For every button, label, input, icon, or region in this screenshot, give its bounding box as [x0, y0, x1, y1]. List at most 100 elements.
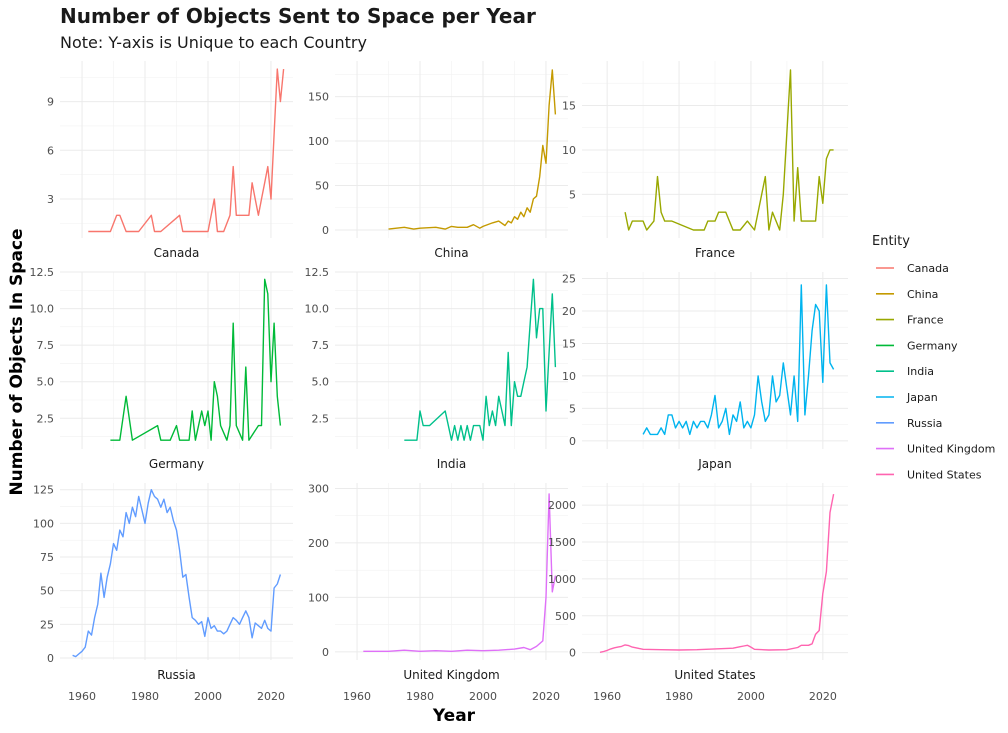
- chart-title: Number of Objects Sent to Space per Year: [60, 4, 536, 28]
- y-tick-label: 300: [308, 482, 329, 495]
- x-tick-label: 1960: [343, 690, 371, 703]
- y-tick-label: 200: [308, 537, 329, 550]
- legend-item-japan: Japan: [876, 391, 938, 404]
- y-tick-label: 0: [569, 647, 576, 660]
- x-tick-label: 1960: [68, 690, 96, 703]
- facet-label-russia: Russia: [157, 668, 196, 682]
- chart-subtitle: Note: Y-axis is Unique to each Country: [60, 33, 367, 52]
- legend-label-united-kingdom: United Kingdom: [907, 443, 995, 456]
- x-tick-label: 1980: [406, 690, 434, 703]
- legend-label-japan: Japan: [906, 391, 938, 404]
- x-axis-label: Year: [432, 706, 476, 726]
- facet-label-china: China: [434, 246, 468, 260]
- y-tick-label: 75: [40, 551, 54, 564]
- y-tick-label: 25: [562, 272, 576, 285]
- y-tick-label: 5: [569, 402, 576, 415]
- y-tick-label: 100: [33, 517, 54, 530]
- legend-label-russia: Russia: [907, 417, 942, 430]
- legend-item-united-states: United States: [876, 468, 982, 481]
- y-tick-label: 2000: [548, 499, 576, 512]
- panel-china: 0 50 100 150 China: [308, 61, 568, 260]
- y-tick-label: 50: [40, 585, 54, 598]
- x-tick-label: 2000: [469, 690, 497, 703]
- panel-germany: 2.5 5.0 7.5 10.0 12.5 Germany: [30, 266, 293, 471]
- facet-label-united-kingdom: United Kingdom: [403, 668, 499, 682]
- x-tick-label: 1960: [593, 690, 621, 703]
- panel-canada: 3 6 9 Canada: [47, 61, 293, 260]
- legend-label-france: France: [907, 314, 944, 327]
- series-line-india: [404, 278, 557, 441]
- y-tick-label: 125: [33, 484, 54, 497]
- legend-label-india: India: [907, 365, 934, 378]
- panel-india: 2.5 5.0 7.5 10.0 12.5 India: [305, 266, 568, 471]
- y-tick-label: 150: [308, 91, 329, 104]
- y-tick-label: 12.5: [30, 266, 55, 279]
- panel-france: 5 10 15 France: [562, 61, 848, 260]
- legend-item-united-kingdom: United Kingdom: [876, 443, 995, 456]
- y-axis-label: Number of Objects In Space: [7, 228, 27, 495]
- y-tick-label: 12.5: [305, 266, 330, 279]
- y-tick-label: 0: [47, 652, 54, 665]
- panel-russia: 0 25 50 75 100 125 Russia 1960 1980 2000 2020: [33, 483, 293, 703]
- facet-label-canada: Canada: [154, 246, 200, 260]
- legend-item-canada: Canada: [876, 262, 949, 275]
- series-line-russia: [72, 489, 282, 658]
- y-tick-label: 6: [47, 144, 54, 157]
- y-tick-label: 20: [562, 305, 576, 318]
- legend-item-russia: Russia: [876, 417, 942, 430]
- series-line-japan: [642, 284, 835, 436]
- panel-japan: 0 5 10 15 20 25 Japan: [562, 272, 848, 471]
- legend-title: Entity: [872, 234, 910, 249]
- y-tick-label: 5.0: [37, 376, 55, 389]
- x-tick-label: 2000: [737, 690, 765, 703]
- legend-item-india: India: [876, 365, 934, 378]
- facet-label-united-states: United States: [674, 668, 755, 682]
- y-tick-label: 0: [569, 435, 576, 448]
- legend-label-united-states: United States: [907, 468, 982, 481]
- series-line-canada: [88, 68, 285, 233]
- panel-united-states: 0 500 1000 1500 2000 United States 1960 1980 200…: [548, 483, 848, 703]
- y-tick-label: 1000: [548, 573, 576, 586]
- y-tick-label: 2.5: [37, 412, 55, 425]
- series-line-united-kingdom: [363, 493, 557, 652]
- x-tick-label: 2000: [194, 690, 222, 703]
- y-tick-label: 100: [308, 591, 329, 604]
- facet-panels: 369Canada050100150China51015France2.55.0…: [30, 61, 848, 703]
- series-line-germany: [110, 278, 282, 441]
- y-tick-label: 7.5: [37, 339, 55, 352]
- legend-item-germany: Germany: [876, 339, 958, 352]
- y-tick-label: 10.0: [30, 303, 55, 316]
- facet-label-japan: Japan: [697, 457, 731, 471]
- x-tick-label: 1980: [131, 690, 159, 703]
- y-tick-label: 10.0: [305, 303, 330, 316]
- legend-item-france: France: [876, 314, 944, 327]
- x-tick-label: 2020: [809, 690, 837, 703]
- y-tick-label: 2.5: [312, 412, 330, 425]
- series-line-china: [388, 69, 557, 230]
- facet-label-france: France: [695, 246, 735, 260]
- x-tick-label: 2020: [532, 690, 560, 703]
- y-tick-label: 9: [47, 96, 54, 109]
- y-tick-label: 10: [562, 144, 576, 157]
- y-tick-label: 10: [562, 370, 576, 383]
- legend-label-china: China: [907, 288, 938, 301]
- legend-label-canada: Canada: [907, 262, 949, 275]
- y-tick-label: 100: [308, 135, 329, 148]
- y-tick-label: 0: [322, 224, 329, 237]
- y-tick-label: 500: [555, 610, 576, 623]
- facet-label-germany: Germany: [149, 457, 204, 471]
- series-line-france: [624, 69, 834, 231]
- x-tick-label: 2020: [257, 690, 285, 703]
- y-tick-label: 5: [569, 188, 576, 201]
- facet-label-india: India: [437, 457, 466, 471]
- legend: Canada China France Germany India Japan Russia…: [876, 262, 995, 481]
- legend-item-china: China: [876, 288, 938, 301]
- legend-label-germany: Germany: [907, 339, 958, 352]
- y-tick-label: 50: [315, 180, 329, 193]
- y-tick-label: 0: [322, 646, 329, 659]
- y-tick-label: 7.5: [312, 339, 330, 352]
- y-tick-label: 3: [47, 193, 54, 206]
- y-tick-label: 15: [562, 99, 576, 112]
- y-tick-label: 25: [40, 618, 54, 631]
